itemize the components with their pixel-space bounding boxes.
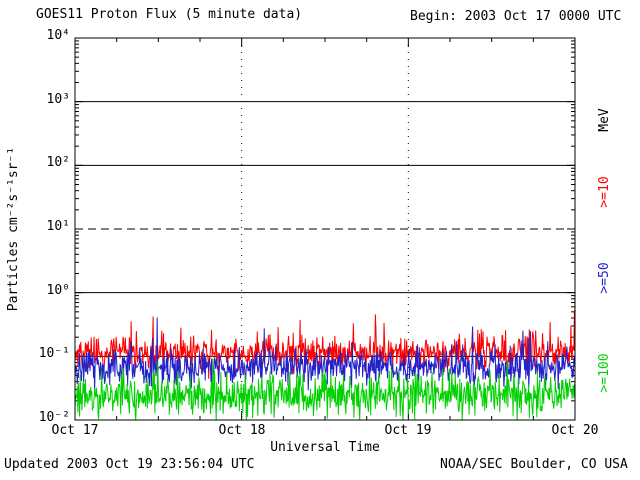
- y-tick-label: 10⁻¹: [38, 346, 70, 361]
- x-axis-title: Universal Time: [270, 440, 380, 455]
- x-tick-label: Oct 20: [551, 423, 599, 438]
- chart-title: GOES11 Proton Flux (5 minute data): [36, 7, 303, 22]
- y-tick-label: 10¹: [46, 219, 70, 234]
- source-attribution: NOAA/SEC Boulder, CO USA: [440, 457, 628, 472]
- right-axis-unit-label: MeV: [597, 108, 612, 132]
- series-label-ge100: >=100: [597, 353, 612, 393]
- x-tick-label: Oct 18: [218, 423, 266, 438]
- y-tick-label: 10⁰: [46, 283, 70, 298]
- begin-label: Begin: 2003 Oct 17 0000 UTC: [410, 9, 622, 24]
- series-label-ge50: >=50: [597, 262, 612, 294]
- x-tick-label: Oct 19: [384, 423, 432, 438]
- series-label-ge10: >=10: [597, 176, 612, 208]
- y-tick-label: 10⁻²: [38, 410, 70, 425]
- updated-timestamp: Updated 2003 Oct 19 23:56:04 UTC: [4, 457, 255, 472]
- y-tick-label: 10³: [46, 92, 70, 107]
- y-tick-label: 10²: [46, 155, 70, 170]
- y-axis-title: Particles cm⁻²s⁻¹sr⁻¹: [6, 146, 21, 312]
- x-tick-label: Oct 17: [51, 423, 99, 438]
- y-tick-label: 10⁴: [46, 28, 70, 43]
